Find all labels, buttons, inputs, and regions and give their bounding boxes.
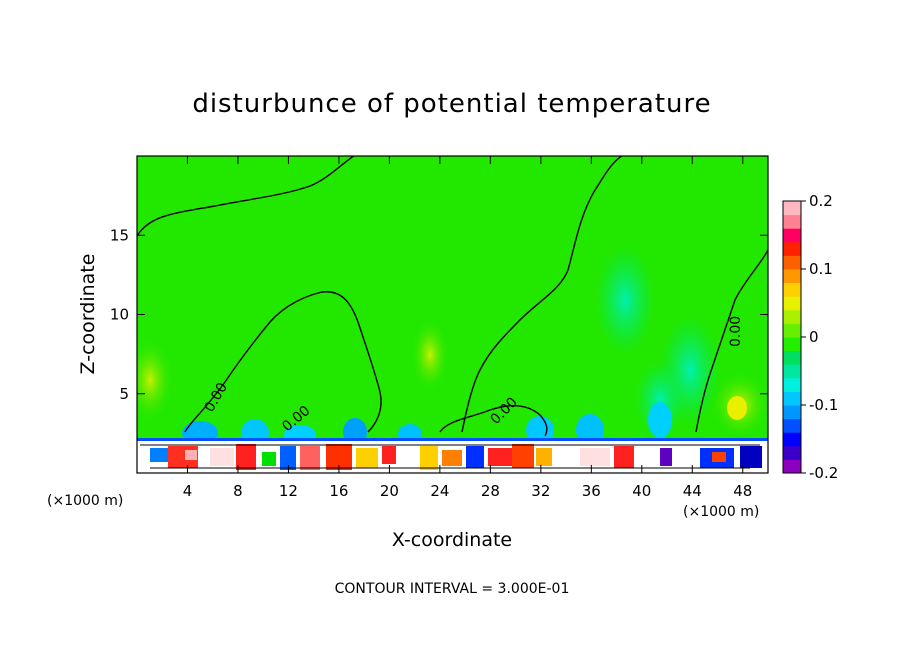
colorbar-swatch: [783, 432, 801, 447]
colorbar-swatch: [783, 241, 801, 256]
colorbar-swatch: [783, 323, 801, 338]
colorbar-tick-label: 0.1: [809, 260, 833, 278]
colorbar-tick-label: -0.1: [809, 396, 838, 414]
surface-layer: [137, 441, 768, 473]
colorbar-swatch: [783, 445, 801, 460]
x-tick-label: 8: [233, 482, 243, 500]
near-surface-band: [137, 402, 768, 447]
colorbar-swatch: [783, 269, 801, 284]
y-tick-label: 5: [119, 385, 129, 403]
x-tick-label: 28: [481, 482, 500, 500]
x-tick-label: 16: [329, 482, 348, 500]
x-tick-label: 12: [279, 482, 298, 500]
colorbar-swatch: [783, 418, 801, 433]
colorbar-swatch: [783, 255, 801, 270]
colorbar-tick-label: 0.2: [809, 192, 833, 210]
x-axis-ticks: 4 8 12 16 20 24 28 32 36 40 44 48: [183, 156, 752, 500]
field-patches: [137, 245, 768, 440]
colorbar-swatch: [783, 459, 801, 474]
colorbar-swatch: [783, 337, 801, 352]
colorbar: 0.2 0.1 0 -0.1 -0.2: [782, 192, 838, 482]
contour-label: 0.00: [728, 316, 744, 347]
x-tick-label: 36: [582, 482, 601, 500]
colorbar-swatch: [783, 201, 801, 216]
colorbar-swatch: [783, 391, 801, 406]
x-tick-label: 48: [733, 482, 752, 500]
x-tick-label: 44: [683, 482, 702, 500]
colorbar-tick-label: 0: [809, 328, 819, 346]
colorbar-swatch: [783, 377, 801, 392]
colorbar-swatch: [783, 282, 801, 297]
y-axis-label: Z-coordinate: [77, 254, 99, 375]
x-axis-unit-left: (×1000 m): [47, 493, 123, 509]
colorbar-swatch: [783, 405, 801, 420]
x-axis-unit-right: (×1000 m): [683, 504, 759, 520]
plot-area: 0.00 0.00 0.00 0.00: [137, 156, 768, 473]
colorbar-swatch: [783, 228, 801, 243]
chart-title: disturbunce of potential temperature: [192, 89, 711, 119]
colorbar-swatch: [783, 364, 801, 379]
colorbar-tick-label: -0.2: [809, 464, 838, 482]
y-tick-label: 10: [110, 306, 129, 324]
x-tick-label: 32: [531, 482, 550, 500]
colorbar-swatch: [783, 350, 801, 365]
colorbar-swatch: [783, 214, 801, 229]
x-tick-label: 4: [183, 482, 193, 500]
x-tick-label: 24: [430, 482, 449, 500]
x-tick-label: 40: [632, 482, 651, 500]
x-tick-label: 20: [380, 482, 399, 500]
colorbar-swatch: [783, 296, 801, 311]
colorbar-swatch: [783, 309, 801, 324]
y-tick-label: 15: [110, 226, 129, 244]
contour-interval-note: CONTOUR INTERVAL = 3.000E-01: [335, 581, 570, 597]
zero-contours: [137, 156, 768, 437]
y-axis-ticks: 5 10 15: [110, 226, 768, 403]
x-axis-label: X-coordinate: [392, 529, 512, 551]
